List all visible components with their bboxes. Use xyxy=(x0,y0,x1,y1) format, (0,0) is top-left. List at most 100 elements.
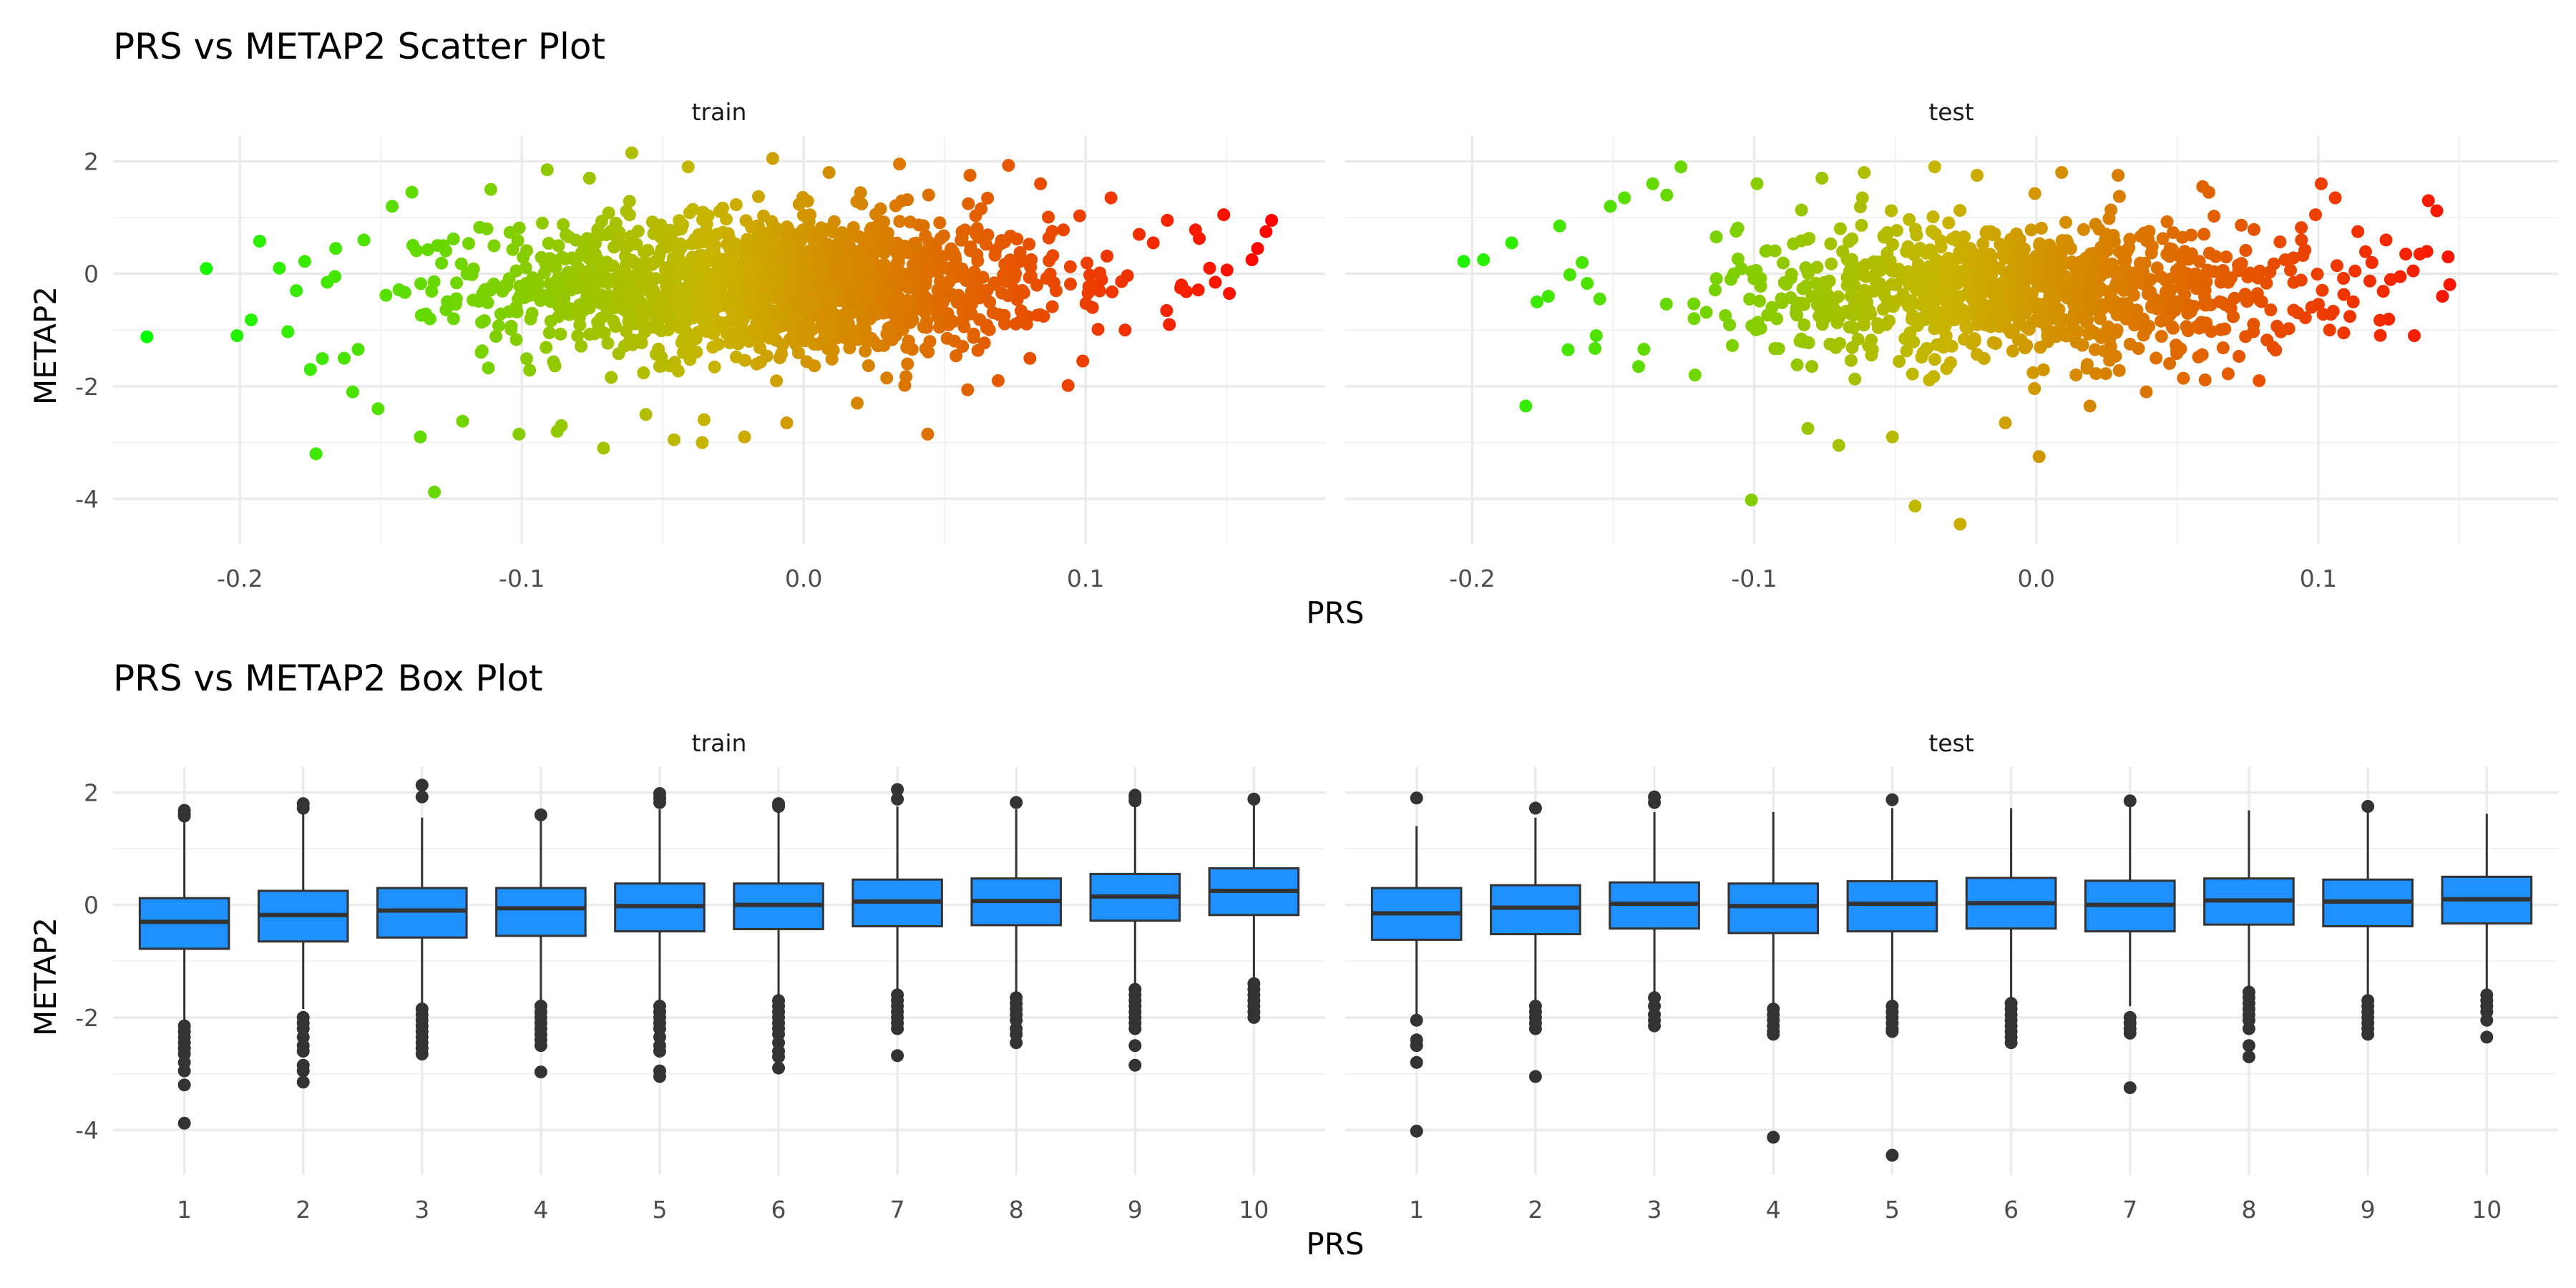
scatter-point xyxy=(1073,209,1086,223)
scatter-point xyxy=(1061,379,1075,392)
scatter-point xyxy=(1942,275,1956,288)
scatter-point xyxy=(1836,245,1850,258)
scatter-point xyxy=(890,265,903,279)
scatter-point xyxy=(751,329,764,343)
scatter-point xyxy=(2413,248,2426,261)
scatter-point xyxy=(2155,270,2167,283)
scatter-point xyxy=(1805,360,1818,374)
scatter-point xyxy=(1217,208,1231,222)
scatter-point xyxy=(758,305,772,318)
scatter-point xyxy=(2019,265,2033,278)
scatter-point xyxy=(1833,222,1847,235)
scatter-point xyxy=(1775,292,1788,306)
scatter-point xyxy=(2207,210,2221,223)
scatter-point xyxy=(2235,218,2248,232)
scatter-point xyxy=(1785,268,1798,281)
scatter-point xyxy=(573,318,587,332)
box-y-axis-label: METAP2 xyxy=(28,917,63,1036)
scatter-point xyxy=(2269,343,2283,357)
scatter-point xyxy=(1160,304,1174,317)
scatter-point xyxy=(2026,366,2040,379)
scatter-point xyxy=(741,288,755,301)
scatter-point xyxy=(600,271,613,285)
scatter-point xyxy=(423,312,436,326)
scatter-point xyxy=(2028,187,2041,200)
scatter-point xyxy=(591,223,605,236)
scatter-point xyxy=(1931,338,1944,351)
scatter-point xyxy=(825,352,839,366)
scatter-point xyxy=(1928,353,1941,366)
scatter-point xyxy=(780,416,794,429)
scatter-point xyxy=(1908,499,1922,513)
scatter-point xyxy=(549,260,562,274)
scatter-point xyxy=(555,419,568,432)
scatter-point xyxy=(2205,325,2218,338)
scatter-point xyxy=(1047,276,1060,290)
scatter-point xyxy=(1146,236,1160,250)
scatter-point xyxy=(1855,218,1868,232)
scatter-point xyxy=(1121,269,1134,283)
scatter-point xyxy=(1589,341,1602,355)
scatter-point xyxy=(1209,275,1222,289)
scatter-point xyxy=(524,312,537,326)
scatter-point xyxy=(796,190,809,204)
scatter-point xyxy=(1971,169,1984,182)
x-tick-label: -0.2 xyxy=(1449,565,1495,592)
scatter-point xyxy=(2104,288,2117,301)
scatter-point xyxy=(2167,294,2180,308)
scatter-point xyxy=(1042,231,1055,245)
scatter-point xyxy=(2024,223,2038,237)
scatter-point xyxy=(2041,335,2054,348)
scatter-point xyxy=(2090,248,2103,261)
scatter-point xyxy=(1085,301,1099,314)
scatter-point xyxy=(439,244,452,258)
scatter-point xyxy=(1245,253,1259,266)
scatter-point xyxy=(2218,322,2232,336)
scatter-point xyxy=(1604,200,1617,213)
box-plot-title: PRS vs METAP2 Box Plot xyxy=(113,658,543,699)
scatter-strip-train: train xyxy=(692,98,747,126)
scatter-point xyxy=(1477,253,1491,266)
scatter-point xyxy=(1960,306,1974,318)
scatter-point xyxy=(2228,291,2241,305)
scatter-point xyxy=(1903,213,1916,226)
scatter-point xyxy=(905,265,919,278)
scatter-point xyxy=(998,317,1011,331)
scatter-point xyxy=(880,371,894,385)
scatter-point xyxy=(1859,270,1873,283)
scatter-point xyxy=(1637,343,1651,356)
scatter-point xyxy=(1191,283,1205,297)
scatter-point xyxy=(1892,263,1906,276)
scatter-point xyxy=(2358,245,2372,258)
scatter-panel-train: -0.2 -0.1 0.0 0.1 2 0 -2 -4 xyxy=(75,136,1325,592)
scatter-point xyxy=(2181,306,2195,320)
scatter-point xyxy=(1024,270,1038,283)
scatter-point xyxy=(499,278,512,292)
scatter-point xyxy=(811,247,824,260)
scatter-point xyxy=(1020,317,1033,331)
scatter-point xyxy=(1104,191,1118,205)
scatter-point xyxy=(936,296,950,310)
scatter-point xyxy=(2028,382,2041,395)
scatter-point xyxy=(2394,270,2407,283)
scatter-point xyxy=(1966,246,1980,260)
scatter-point xyxy=(559,253,572,265)
scatter-point xyxy=(2034,221,2048,235)
scatter-point xyxy=(981,191,995,205)
scatter-point xyxy=(1984,320,1998,333)
scatter-point xyxy=(722,230,736,244)
box-outlier xyxy=(415,779,429,792)
scatter-point xyxy=(2399,248,2413,261)
scatter-point xyxy=(1979,255,1992,268)
scatter-point xyxy=(1832,290,1845,303)
scatter-point xyxy=(977,336,991,350)
box-outlier xyxy=(177,1064,191,1078)
box-outlier xyxy=(177,809,191,823)
scatter-point xyxy=(1833,336,1846,350)
scatter-point xyxy=(1046,249,1060,263)
box-outlier xyxy=(2361,1028,2375,1041)
scatter-point xyxy=(1759,245,1772,258)
scatter-point xyxy=(2081,255,2094,268)
scatter-point xyxy=(962,197,975,210)
scatter-point xyxy=(745,220,758,234)
